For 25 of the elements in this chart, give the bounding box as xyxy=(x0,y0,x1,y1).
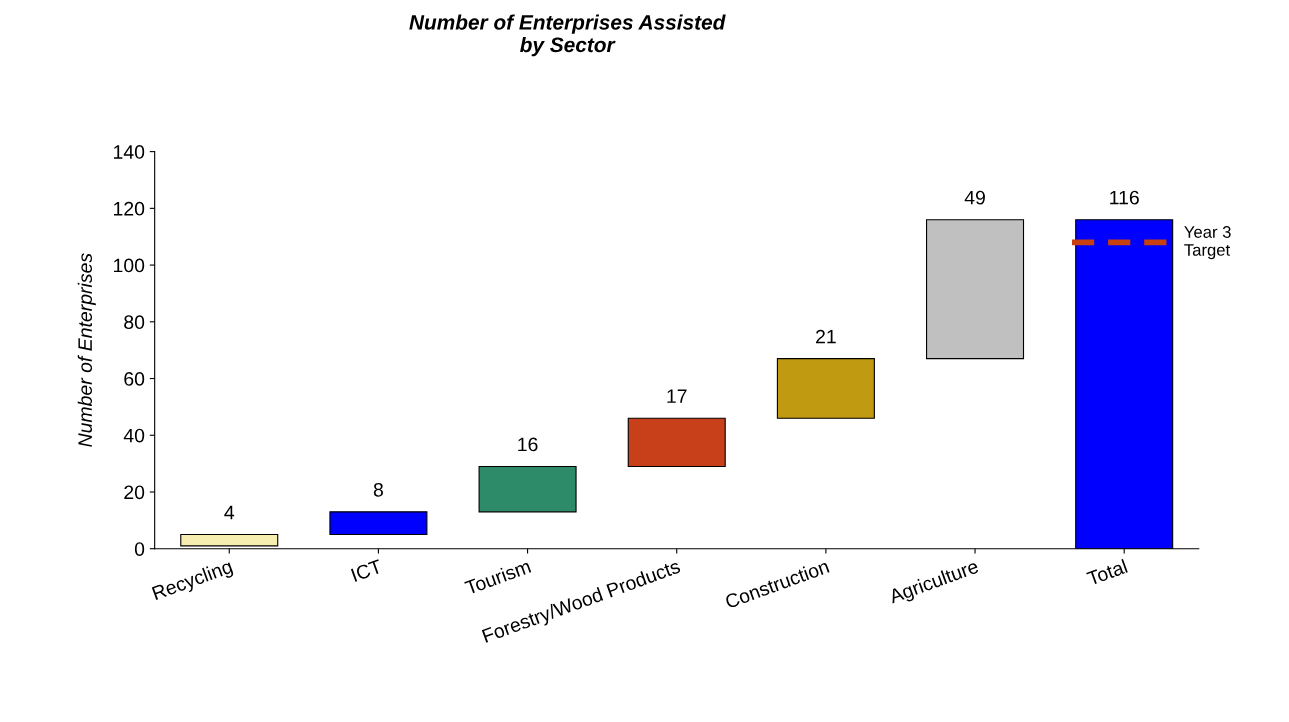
y-tick-label: 60 xyxy=(124,372,145,386)
bar xyxy=(478,465,577,513)
data-label: 49 xyxy=(964,190,985,205)
bar xyxy=(776,358,875,419)
bar xyxy=(329,511,428,536)
bar xyxy=(627,417,726,468)
data-label: 4 xyxy=(224,505,235,520)
y-tick-label: 100 xyxy=(114,258,145,273)
y-tick-label: 40 xyxy=(123,428,145,443)
y-axis-title: Number of Enterprises xyxy=(77,253,96,447)
x-tick-label: Total xyxy=(1086,558,1128,586)
data-label: 21 xyxy=(816,329,836,344)
y-tick-label: 120 xyxy=(114,201,145,216)
y-tick-label: 0 xyxy=(134,542,145,556)
data-label: 8 xyxy=(373,482,383,497)
data-label: 16 xyxy=(518,437,538,452)
x-tick-label: ICT xyxy=(350,559,383,582)
data-label: 116 xyxy=(1110,190,1139,205)
y-tick-label: 80 xyxy=(124,315,145,330)
bar xyxy=(926,219,1025,360)
y-tick-label: 20 xyxy=(124,485,145,500)
data-label: 17 xyxy=(667,389,687,403)
chart-title: Number of Enterprises Assisted by Sector xyxy=(409,14,726,57)
ref-line-label: Year 3 Target xyxy=(1184,226,1231,260)
y-tick-label: 140 xyxy=(114,145,145,159)
